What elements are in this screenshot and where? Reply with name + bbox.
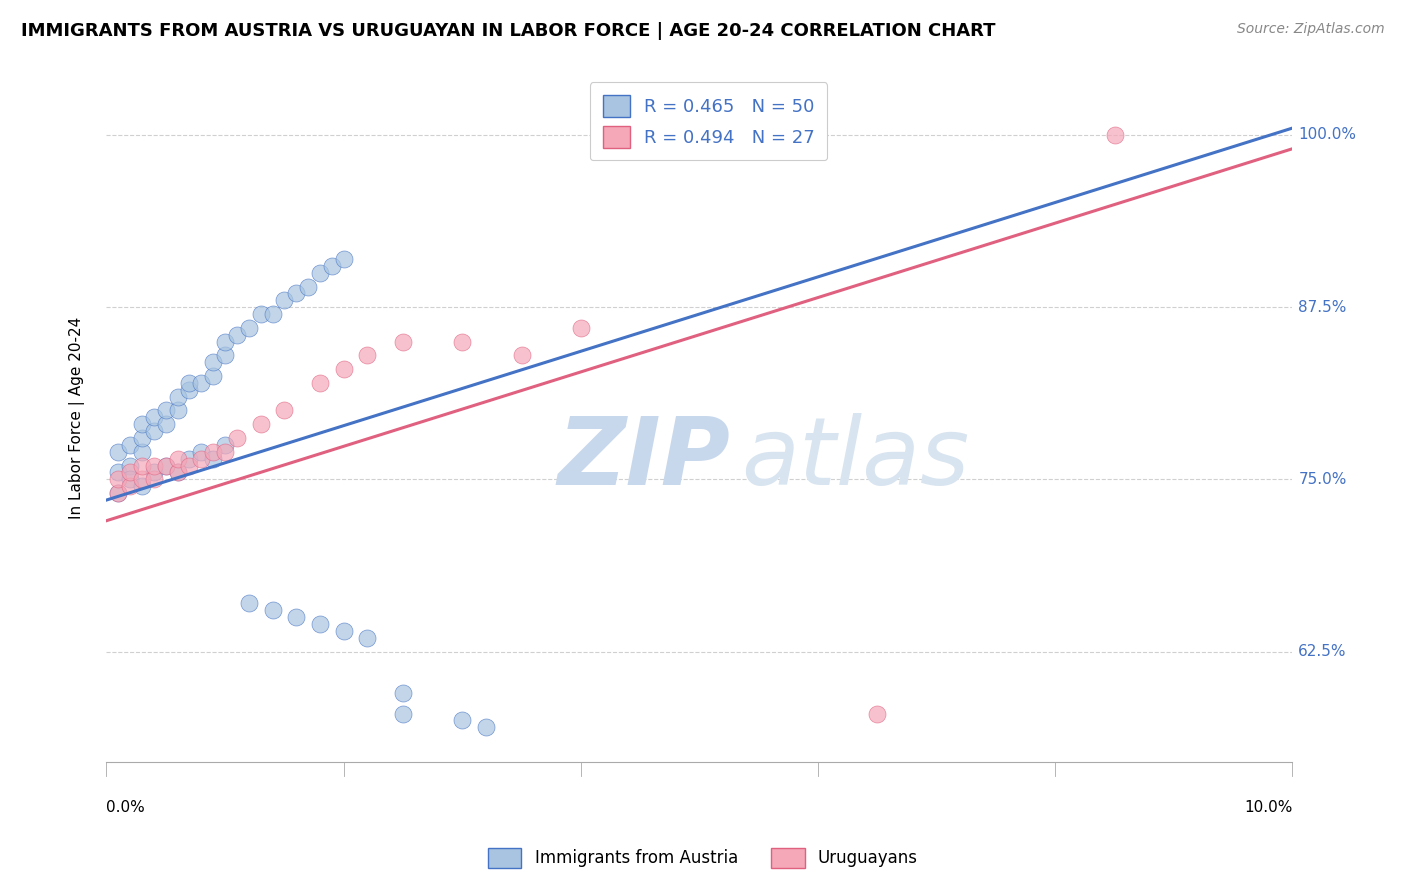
Point <box>392 706 415 721</box>
Point <box>120 458 142 473</box>
Point <box>226 327 249 342</box>
Point <box>285 610 308 624</box>
Point <box>309 617 332 632</box>
Point <box>131 458 153 473</box>
Point <box>142 458 165 473</box>
Point <box>392 686 415 700</box>
Point <box>131 417 153 432</box>
Point <box>107 466 129 480</box>
Point <box>166 390 188 404</box>
Point <box>142 424 165 438</box>
Point <box>107 486 129 500</box>
Text: 62.5%: 62.5% <box>1298 644 1347 659</box>
Legend: R = 0.465   N = 50, R = 0.494   N = 27: R = 0.465 N = 50, R = 0.494 N = 27 <box>591 82 828 161</box>
Point <box>155 417 177 432</box>
Point <box>475 720 498 734</box>
Point <box>190 451 212 466</box>
Point <box>166 403 188 417</box>
Point <box>131 431 153 445</box>
Point <box>179 458 201 473</box>
Point <box>166 466 188 480</box>
Point <box>392 334 415 349</box>
Point <box>569 321 592 335</box>
Point <box>297 279 319 293</box>
Point <box>332 624 354 638</box>
Point <box>107 445 129 459</box>
Point <box>166 466 188 480</box>
Point <box>120 466 142 480</box>
Point <box>273 403 295 417</box>
Point <box>202 369 225 384</box>
Point <box>166 451 188 466</box>
Point <box>249 307 271 321</box>
Legend: Immigrants from Austria, Uruguayans: Immigrants from Austria, Uruguayans <box>481 841 925 875</box>
Point <box>451 334 474 349</box>
Point <box>866 706 889 721</box>
Text: Source: ZipAtlas.com: Source: ZipAtlas.com <box>1237 22 1385 37</box>
Point <box>226 431 249 445</box>
Point <box>155 403 177 417</box>
Point <box>202 445 225 459</box>
Point <box>142 472 165 486</box>
Point <box>179 376 201 390</box>
Point <box>262 307 284 321</box>
Point <box>155 458 177 473</box>
Point <box>356 631 378 645</box>
Point <box>107 486 129 500</box>
Point <box>273 293 295 308</box>
Point <box>332 252 354 266</box>
Text: 75.0%: 75.0% <box>1298 472 1347 487</box>
Point <box>1104 128 1126 142</box>
Point <box>131 445 153 459</box>
Point <box>179 383 201 397</box>
Point <box>309 266 332 280</box>
Point <box>142 466 165 480</box>
Text: 10.0%: 10.0% <box>1244 799 1292 814</box>
Point <box>202 451 225 466</box>
Point <box>262 603 284 617</box>
Point <box>214 445 236 459</box>
Text: IMMIGRANTS FROM AUSTRIA VS URUGUAYAN IN LABOR FORCE | AGE 20-24 CORRELATION CHAR: IMMIGRANTS FROM AUSTRIA VS URUGUAYAN IN … <box>21 22 995 40</box>
Text: ZIP: ZIP <box>557 413 730 505</box>
Text: 0.0%: 0.0% <box>107 799 145 814</box>
Point <box>238 596 260 610</box>
Point <box>285 286 308 301</box>
Text: atlas: atlas <box>741 413 969 504</box>
Text: 87.5%: 87.5% <box>1298 300 1347 315</box>
Point <box>214 438 236 452</box>
Point <box>309 376 332 390</box>
Text: 100.0%: 100.0% <box>1298 128 1357 143</box>
Text: In Labor Force | Age 20-24: In Labor Force | Age 20-24 <box>69 317 84 518</box>
Point <box>214 348 236 362</box>
Point <box>202 355 225 369</box>
Point <box>131 472 153 486</box>
Point <box>155 458 177 473</box>
Point <box>321 259 343 273</box>
Point <box>249 417 271 432</box>
Point <box>190 445 212 459</box>
Point <box>190 376 212 390</box>
Point <box>120 438 142 452</box>
Point <box>214 334 236 349</box>
Point <box>107 472 129 486</box>
Point <box>120 472 142 486</box>
Point <box>142 410 165 425</box>
Point <box>131 479 153 493</box>
Point <box>451 714 474 728</box>
Point <box>179 451 201 466</box>
Point <box>332 362 354 376</box>
Point <box>238 321 260 335</box>
Point <box>120 479 142 493</box>
Point <box>510 348 533 362</box>
Point <box>356 348 378 362</box>
